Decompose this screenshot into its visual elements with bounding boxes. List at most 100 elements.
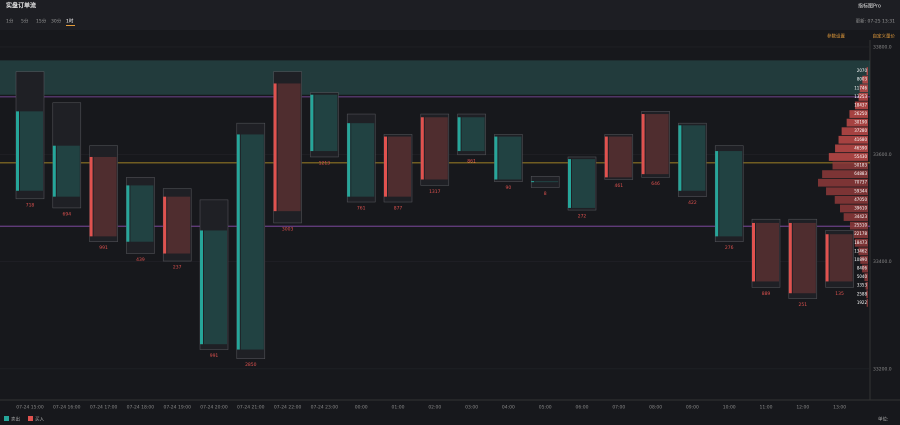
footprint-cells [682, 125, 706, 191]
candle-body [604, 136, 608, 178]
footprint-cells [719, 151, 743, 237]
volume-profile-bar [854, 101, 868, 110]
footprint-box [199, 199, 229, 350]
volume-profile-label: 1922 [857, 300, 868, 305]
custom-btn[interactable]: 自定义量价 [873, 33, 896, 40]
volume-profile-label: 25510 [854, 223, 867, 228]
x-tick-label: 03:00 [465, 405, 478, 411]
volume-profile-label: 47050 [854, 197, 867, 202]
delta-label: 718 [26, 202, 35, 208]
legend-label: 卖出 [11, 416, 20, 423]
volume-profile-bar [841, 127, 868, 136]
footprint-box [273, 71, 302, 224]
volume-profile-label: 18473 [854, 240, 867, 245]
timeframe-tab[interactable]: 1时 [66, 18, 74, 25]
volume-profile-label: 10890 [854, 257, 867, 262]
x-tick-label: 13:00 [833, 405, 846, 411]
candle-body [825, 234, 829, 282]
volume-profile-bar [852, 230, 868, 239]
x-tick-label: 01:00 [392, 405, 405, 411]
brand[interactable]: 指标图Pro [858, 3, 881, 10]
delta-label: 439 [136, 257, 145, 263]
timeframe-tab[interactable]: 5分 [21, 18, 29, 25]
volume-profile-bar [854, 238, 868, 247]
volume-profile-label: 13462 [854, 248, 867, 253]
volume-profile-bar [864, 273, 868, 282]
candle-body [420, 117, 424, 180]
volume-profile-label: 18437 [854, 102, 867, 107]
volume-profile-label: 22178 [854, 231, 867, 236]
x-tick-label: 07-24 23:00 [311, 405, 339, 411]
timeframe-tab[interactable]: 15分 [36, 18, 47, 25]
footprint-cells [277, 83, 301, 212]
x-tick-label: 07-24 22:00 [274, 405, 302, 411]
settings-btn[interactable]: 参数设置 [827, 33, 845, 40]
candle-body [16, 111, 19, 191]
active-tab-underline [66, 25, 75, 26]
volume-profile-label: 55430 [854, 154, 867, 159]
legend-label: 买入 [35, 416, 44, 423]
price-band [0, 60, 870, 95]
footprint-cells [645, 114, 669, 175]
x-tick-label: 07-24 16:00 [53, 405, 81, 411]
candle-body [126, 185, 130, 242]
candle-body [200, 230, 203, 345]
delta-label: 646 [651, 181, 660, 187]
x-tick-label: 07-24 20:00 [200, 405, 228, 411]
volume-profile-label: 41680 [854, 137, 867, 142]
volume-profile-bar [828, 153, 868, 161]
x-tick-label: 10:00 [723, 405, 736, 411]
volume-profile-bar [862, 75, 868, 84]
candle-body [568, 159, 571, 208]
updated: 更新: 07-25 13:31 [856, 18, 896, 25]
delta-label: 461 [615, 183, 624, 189]
x-tick-label: 04:00 [502, 405, 515, 411]
volume-profile-label: 37280 [854, 128, 867, 133]
timeframe-tab[interactable]: 30分 [51, 18, 62, 25]
delta-label: 1317 [429, 189, 441, 195]
candle-body [641, 114, 645, 175]
footprint-box [641, 111, 670, 178]
volume-profile-bar [838, 135, 868, 144]
footprint-box [126, 177, 155, 254]
candle-body [384, 136, 387, 197]
timeframe-tab[interactable]: 1分 [6, 18, 14, 25]
delta-label: 694 [63, 211, 72, 217]
candle-body [89, 156, 93, 237]
volume-profile-bar [849, 221, 868, 230]
x-tick-label: 07:00 [612, 405, 625, 411]
volume-profile-bar [826, 187, 868, 196]
delta-label: 877 [394, 206, 403, 212]
candle-body [494, 136, 498, 180]
volume-profile-bar [862, 264, 868, 273]
volume-profile-label: 64883 [854, 171, 867, 176]
volume-profile-label: 26250 [854, 111, 867, 116]
app-title: 实盘订单流 [6, 2, 36, 10]
delta-label: 2850 [245, 362, 257, 368]
delta-label: 761 [357, 206, 366, 212]
candle-body [678, 125, 682, 191]
delta-label: 991 [210, 353, 219, 359]
footprint-cells [388, 136, 411, 197]
volume-profile-label: 70737 [854, 180, 867, 185]
x-tick-label: 07-24 15:00 [16, 405, 44, 411]
volume-profile-bar [822, 170, 868, 179]
volume-profile-bar [860, 256, 868, 264]
volume-profile-bar [866, 67, 868, 76]
footprint-cells [461, 117, 485, 152]
footprint-cells [56, 145, 80, 197]
x-tick-label: 07-24 18:00 [127, 405, 155, 411]
delta-label: 889 [762, 291, 771, 297]
volume-profile-label: 13253 [854, 94, 867, 99]
candle-body [52, 145, 56, 197]
x-tick-label: 11:00 [760, 405, 773, 411]
volume-profile-label: 2070 [857, 68, 868, 73]
y-tick-label: 33200.0 [873, 366, 892, 372]
footprint-cells [572, 159, 595, 208]
delta-label: 237 [173, 265, 182, 271]
volume-profile-bar [835, 144, 868, 153]
footprint-cells [424, 117, 448, 180]
volume-profile-label: 50183 [854, 163, 867, 168]
candle-body [310, 94, 314, 152]
